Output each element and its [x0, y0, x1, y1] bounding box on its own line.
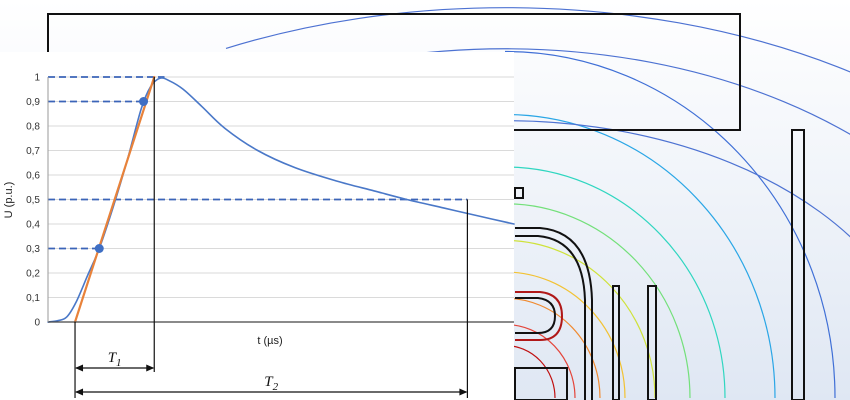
bushing-core-inner [515, 297, 557, 334]
contour-line [504, 239, 656, 399]
y-axis-title: U (p.u.) [3, 182, 15, 219]
contour-line [225, 7, 850, 73]
y-tick-label: 0,3 [26, 244, 40, 255]
contour-line [504, 344, 556, 399]
y-tick-label: 0,7 [26, 146, 40, 157]
contour-line [504, 271, 626, 399]
contour-line [504, 166, 726, 399]
bushing-base [514, 367, 568, 400]
bushing-structure [514, 187, 657, 400]
contour-line [504, 113, 776, 399]
y-tick-label: 0,4 [26, 220, 40, 231]
y-tick-labels: 0 0,1 0,2 0,3 0,4 0,5 0,6 0,7 0,8 0,9 1 [26, 73, 40, 329]
y-tick-label: 0,9 [26, 97, 40, 108]
contour-line [504, 297, 601, 399]
right-rod-outline [791, 129, 805, 400]
bushing-small-square [514, 187, 524, 199]
x-axis-title: t (µs) [257, 335, 282, 347]
y-tick-label: 1 [34, 73, 40, 84]
arrow-head-right [146, 364, 155, 372]
chart-panel [0, 52, 514, 400]
bushing-plate-2 [647, 285, 657, 400]
y-tick-label: 0,6 [26, 171, 40, 182]
contour-line [504, 323, 576, 399]
y-tick-label: 0,2 [26, 269, 40, 280]
y-tick-label: 0,8 [26, 122, 40, 133]
y-tick-label: 0,1 [26, 293, 40, 304]
bushing-plate-1 [612, 285, 620, 400]
y-tick-label: 0 [34, 318, 40, 329]
data-series [47, 75, 515, 324]
contour-line [504, 50, 836, 399]
arrow-head-right [459, 388, 468, 396]
arrow-head-left [75, 388, 84, 396]
data-markers [94, 97, 149, 253]
data-point-marker [139, 97, 149, 106]
y-tick-label: 0,5 [26, 195, 40, 206]
bushing-inner-outline [515, 235, 586, 400]
front-tangent-line [73, 75, 156, 324]
bushing-outer-outline [515, 227, 593, 400]
arrow-head-left [75, 364, 84, 372]
contour-line [504, 203, 691, 399]
reference-lines [48, 76, 468, 250]
bushing-core-outline [515, 291, 564, 341]
data-point-marker [94, 244, 104, 253]
voltage-curve [47, 77, 515, 323]
